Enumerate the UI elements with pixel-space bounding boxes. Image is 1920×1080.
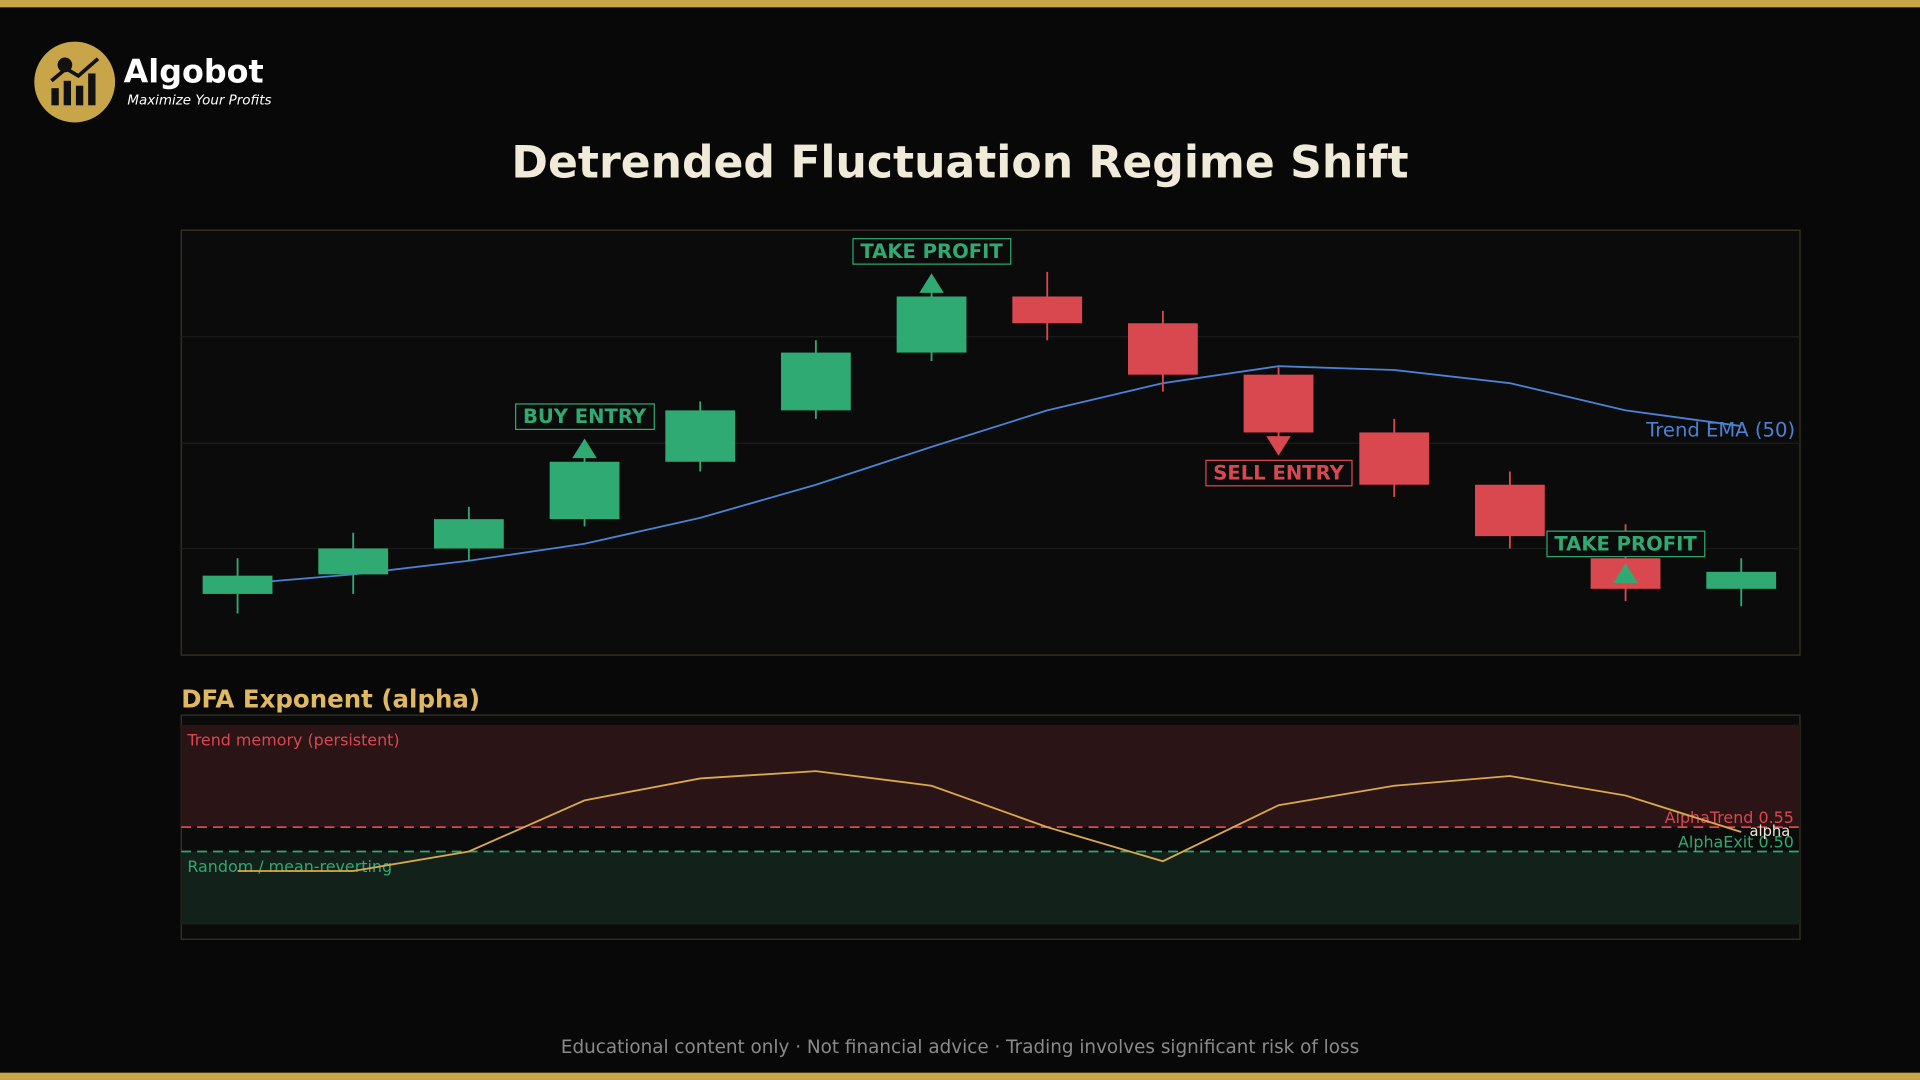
logo-icon [57,57,73,73]
top-bar [0,0,1920,8]
zone [181,851,1800,925]
brand-tagline: Maximize Your Profits [127,93,271,108]
candle-body [433,519,504,549]
annotation-box [1546,530,1706,558]
annotation-label: BUY ENTRY [523,405,647,428]
annotation-label: TAKE PROFIT [1554,532,1697,555]
panel-title: DFA Exponent (alpha) [181,684,480,713]
threshold-label: AlphaExit 0.50 [1678,832,1794,851]
annotation: TAKE PROFIT [852,238,1012,293]
candle-body [1474,484,1545,537]
annotation-box [515,403,655,431]
annotation-arrow [572,438,597,459]
footer: Educational content only · Not financial… [561,1037,1359,1058]
logo [34,41,116,123]
candle-body [318,548,389,575]
logo-badge [34,41,116,123]
brand-name: Algobot [124,52,264,90]
annotation: SELL ENTRY [1205,436,1353,487]
annotation-arrow [919,273,944,293]
annotation-label: TAKE PROFIT [860,240,1003,263]
candle-body [665,410,736,462]
zone-label: Random / mean-reverting [187,857,392,876]
logo-icon [51,88,59,106]
logo-icon [75,85,84,106]
threshold-label: AlphaTrend 0.55 [1665,808,1794,827]
annotation-box [1205,459,1353,487]
candle-body [896,296,967,353]
annotation-label: SELL ENTRY [1213,462,1344,485]
zone-label: Trend memory (persistent) [186,730,399,749]
logo-icon [63,80,72,106]
chart-title: Detrended Fluctuation Regime Shift [511,137,1408,188]
annotation: BUY ENTRY [515,403,655,459]
logo-icon [88,73,96,106]
alpha-line [237,770,1742,872]
candle-body [1243,374,1314,433]
candle-body [1012,296,1083,324]
candle-body [1127,323,1198,375]
logo-icon [50,57,100,83]
series-label: alpha [1749,823,1790,840]
candle-body [1359,432,1430,485]
bottom-bar [0,1072,1920,1080]
annotation-box [852,238,1012,265]
candle-body [202,575,273,594]
ema-line [237,365,1742,586]
candle-body [1706,571,1777,589]
candle-body [549,461,620,520]
zone [181,724,1800,828]
annotation-arrow [1613,563,1638,583]
overlay-label: Trend EMA (50) [1645,418,1795,441]
candle-body [780,352,851,411]
annotation-arrow [1266,436,1291,456]
annotation: TAKE PROFIT [1546,530,1706,583]
